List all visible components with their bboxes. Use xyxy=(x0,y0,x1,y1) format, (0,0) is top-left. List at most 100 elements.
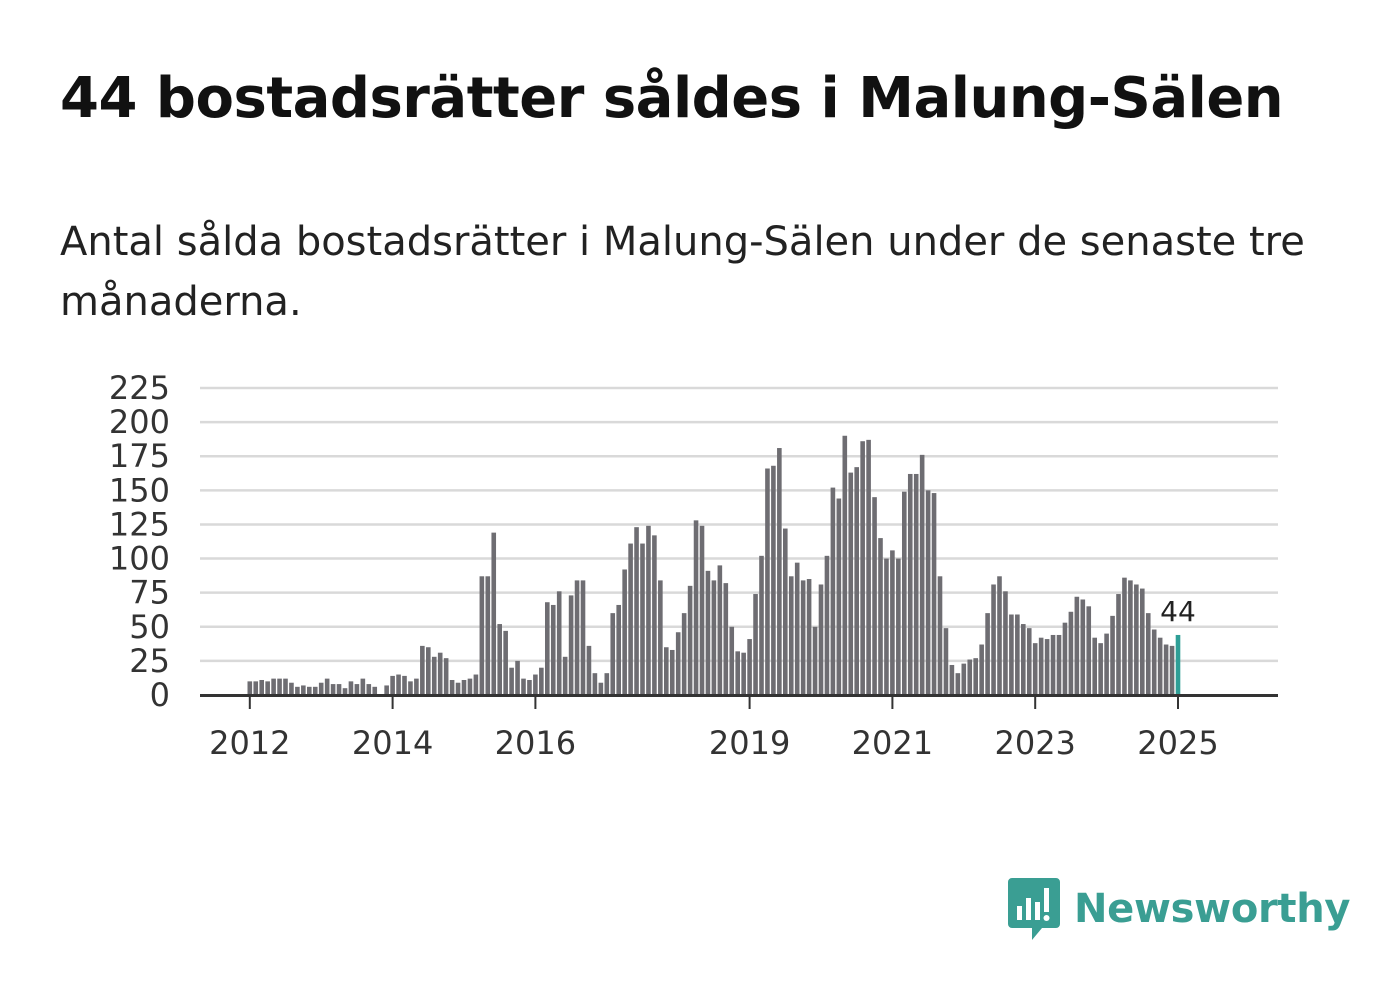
bar xyxy=(854,467,859,695)
bar xyxy=(312,686,318,695)
latest-value-label: 44 xyxy=(1160,595,1196,628)
bar xyxy=(664,647,669,695)
bar xyxy=(1122,577,1127,695)
bar xyxy=(1044,639,1050,695)
bar xyxy=(652,535,657,695)
bar xyxy=(1092,637,1097,695)
annotations: 44 xyxy=(1160,595,1196,628)
bar xyxy=(943,628,949,695)
bar xyxy=(1140,588,1145,695)
bar xyxy=(420,645,425,695)
bar xyxy=(342,688,348,695)
bar xyxy=(408,681,413,695)
bar xyxy=(556,591,562,695)
bar xyxy=(890,550,895,695)
bar xyxy=(539,667,544,695)
bar xyxy=(699,525,705,695)
bar xyxy=(473,674,479,695)
bar xyxy=(1157,637,1163,695)
bar xyxy=(675,632,681,695)
bar xyxy=(491,532,497,695)
brand-name: Newsworthy xyxy=(1074,886,1351,932)
bar xyxy=(1038,637,1044,695)
bar xyxy=(1086,606,1092,695)
bar xyxy=(687,585,693,695)
bar xyxy=(925,490,931,695)
bar xyxy=(1098,643,1103,695)
bar xyxy=(360,678,366,695)
bar xyxy=(467,678,473,695)
bar xyxy=(985,613,990,695)
bar xyxy=(455,682,461,695)
bar xyxy=(1116,594,1121,695)
bar xyxy=(1169,645,1175,695)
bar xyxy=(253,681,259,695)
bar xyxy=(991,584,996,695)
bar xyxy=(336,684,342,695)
bar xyxy=(788,576,794,695)
x-tick-label: 2019 xyxy=(709,724,790,762)
bar xyxy=(318,682,324,695)
bar xyxy=(902,491,907,695)
bar xyxy=(961,663,967,695)
bar xyxy=(568,595,574,695)
bar xyxy=(259,679,264,695)
bar xyxy=(247,681,253,695)
bar xyxy=(848,472,854,695)
bar xyxy=(509,667,514,695)
bar xyxy=(616,604,621,695)
bar xyxy=(919,454,925,695)
bar xyxy=(640,543,645,695)
bar xyxy=(265,681,270,695)
bar xyxy=(598,682,604,695)
y-tick-label: 75 xyxy=(129,574,170,612)
bar xyxy=(604,673,610,695)
bar xyxy=(479,576,485,695)
bar xyxy=(295,686,300,695)
y-tick-label: 175 xyxy=(109,437,170,475)
y-tick-label: 25 xyxy=(129,642,170,680)
bar xyxy=(693,520,699,695)
bar xyxy=(396,674,401,695)
chart-title: 44 bostadsrätter såldes i Malung-Sälen xyxy=(60,66,1284,131)
bar xyxy=(1021,624,1026,695)
bar xyxy=(592,673,598,695)
bar xyxy=(1080,599,1086,695)
bar xyxy=(271,678,276,695)
bar xyxy=(521,678,526,695)
bar xyxy=(913,473,919,695)
bar xyxy=(354,684,360,695)
bar xyxy=(1145,613,1151,695)
bar xyxy=(1056,634,1062,695)
y-tick-label: 125 xyxy=(109,505,170,543)
bar xyxy=(1074,596,1080,695)
bar xyxy=(1032,643,1038,695)
bar xyxy=(872,497,877,695)
bar xyxy=(1134,584,1139,695)
x-tick-label: 2014 xyxy=(352,724,433,762)
bar xyxy=(818,584,824,695)
newsworthy-logo-icon xyxy=(1008,878,1060,940)
bar xyxy=(372,686,378,695)
bar xyxy=(765,468,770,695)
bar xyxy=(550,604,556,695)
x-axis-labels: 2012 2014 2016 2019 2021 2023 2025 xyxy=(209,724,1219,762)
bar xyxy=(955,673,961,695)
bar xyxy=(515,660,520,695)
bar xyxy=(277,678,282,695)
bar xyxy=(366,684,372,695)
bar xyxy=(747,639,752,695)
bar xyxy=(759,555,764,695)
bar xyxy=(437,652,443,695)
chart-subtitle: Antal sålda bostadsrätter i Malung-Sälen… xyxy=(60,219,1305,325)
bar xyxy=(330,684,336,695)
bar xyxy=(289,682,294,695)
bar xyxy=(896,558,901,695)
bar xyxy=(1151,629,1157,695)
bar xyxy=(1015,614,1020,695)
bar xyxy=(836,498,842,695)
bar xyxy=(931,493,937,695)
bar xyxy=(824,555,830,695)
bar xyxy=(669,649,675,695)
